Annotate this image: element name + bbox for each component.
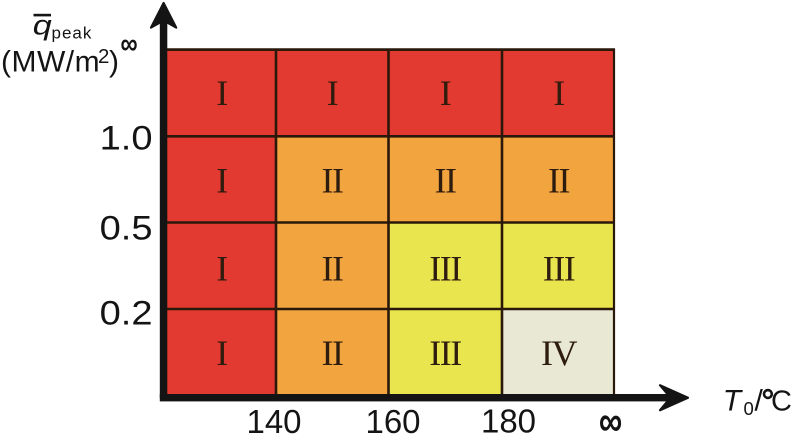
svg-text:1.0: 1.0	[100, 118, 153, 157]
svg-text:III: III	[429, 249, 461, 289]
svg-text:2: 2	[98, 45, 109, 68]
svg-text:0.2: 0.2	[100, 293, 153, 332]
svg-text:II: II	[322, 333, 343, 373]
svg-text:T: T	[723, 384, 744, 417]
svg-text:II: II	[322, 249, 343, 289]
svg-text:I: I	[216, 73, 227, 113]
svg-text:I: I	[553, 73, 564, 113]
svg-text:III: III	[543, 249, 575, 289]
svg-text:II: II	[435, 160, 456, 200]
svg-text:III: III	[429, 333, 461, 373]
svg-text:C: C	[771, 385, 791, 417]
svg-text:∞: ∞	[599, 398, 622, 436]
svg-text:q: q	[33, 9, 53, 40]
svg-text:180: 180	[481, 403, 536, 436]
svg-text:peak: peak	[52, 23, 93, 42]
svg-text:II: II	[322, 160, 343, 200]
svg-text:/: /	[755, 384, 764, 417]
svg-text:160: 160	[365, 403, 420, 436]
svg-text:I: I	[216, 160, 227, 200]
svg-text:∞: ∞	[121, 26, 138, 61]
svg-text:IV: IV	[541, 333, 577, 373]
svg-text:I: I	[327, 73, 338, 113]
svg-text:(MW/m: (MW/m	[1, 46, 100, 79]
svg-text:I: I	[216, 249, 227, 289]
svg-text:II: II	[548, 160, 569, 200]
svg-text:0: 0	[744, 398, 754, 419]
svg-text:0.5: 0.5	[100, 208, 153, 247]
svg-text:140: 140	[246, 403, 301, 436]
svg-text:I: I	[216, 333, 227, 373]
svg-text:I: I	[440, 73, 451, 113]
svg-text:): )	[109, 46, 119, 79]
